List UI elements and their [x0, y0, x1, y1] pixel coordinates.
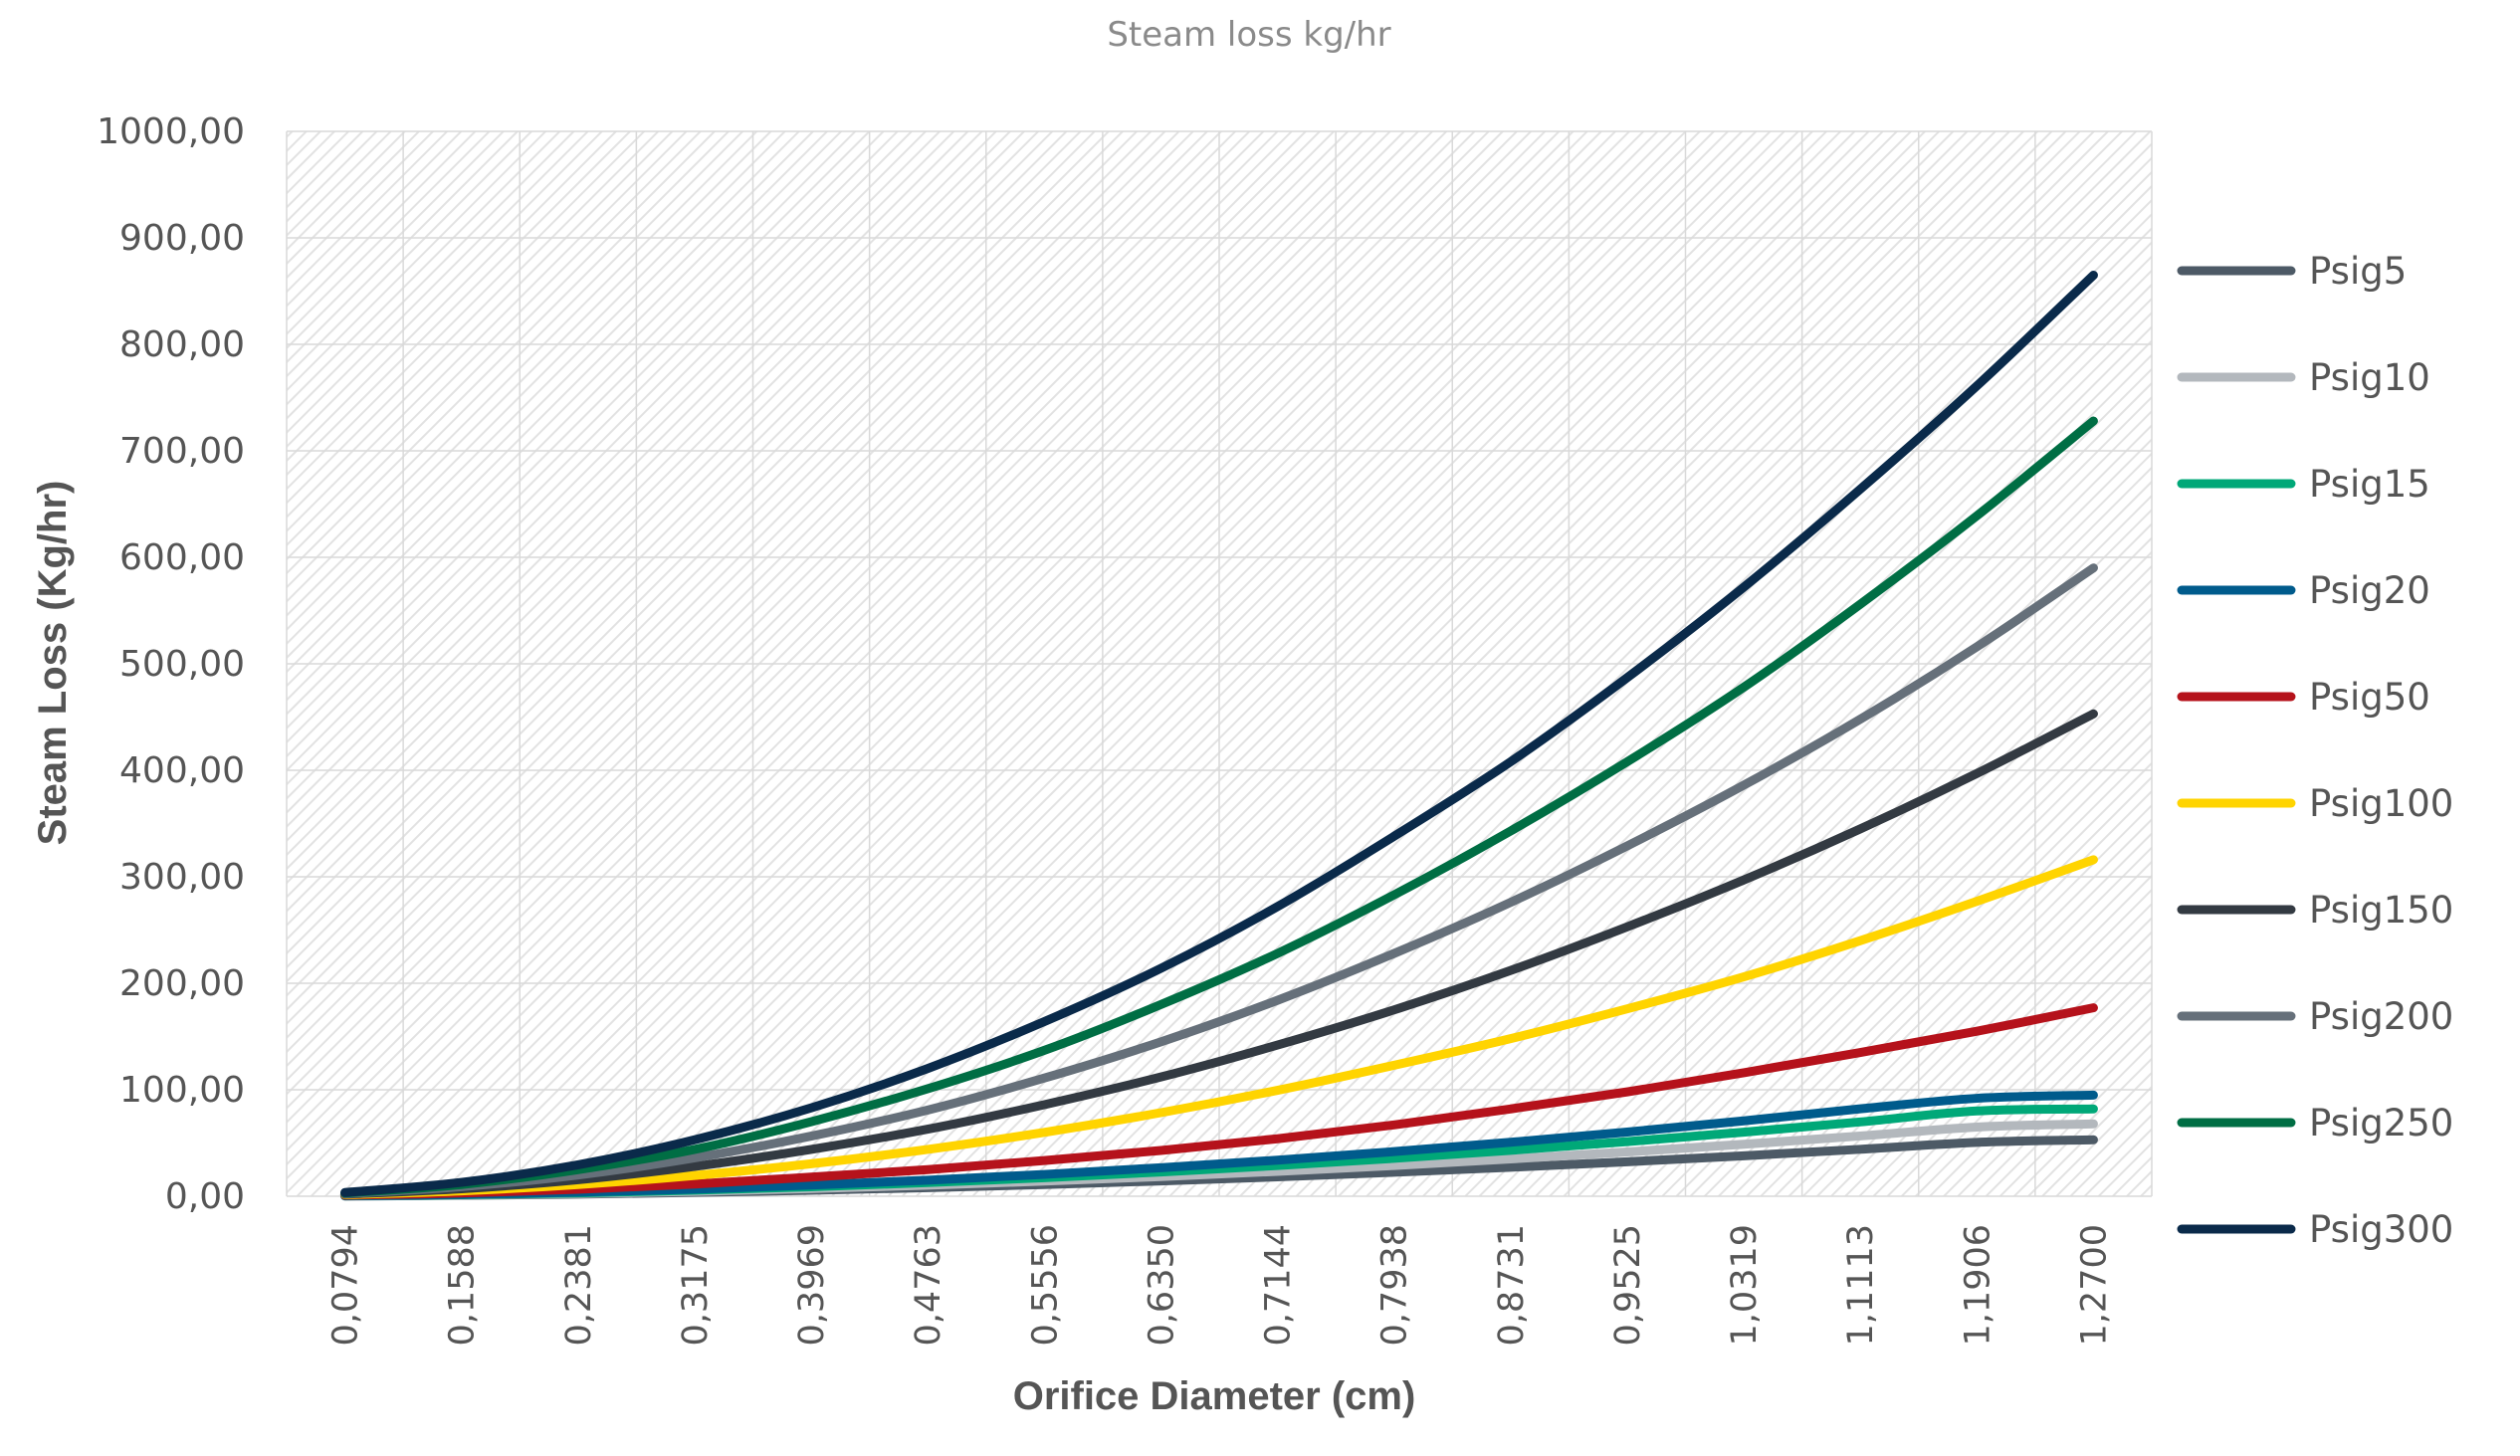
x-tick-label: 0,8731: [1492, 1224, 1532, 1346]
y-tick-label: 500,00: [119, 644, 245, 685]
y-tick-label: 200,00: [119, 963, 245, 1004]
legend-item-psig5: Psig5: [2177, 250, 2407, 293]
legend-label: Psig300: [2309, 1208, 2453, 1251]
legend-item-psig200: Psig200: [2177, 995, 2453, 1038]
x-tick-label: 0,1588: [443, 1224, 483, 1346]
y-tick-label: 400,00: [119, 750, 245, 791]
x-tick-label: 1,1113: [1841, 1224, 1881, 1346]
legend-label: Psig20: [2309, 569, 2430, 612]
legend: Psig5 Psig10 Psig15 Psig20 Psig50 Psig100 Psig…: [2177, 250, 2453, 1251]
y-axis-ticks: 0,00 100,00 200,00 300,00 400,00 500,00 600,00…: [97, 111, 245, 1217]
x-tick-label: 0,2381: [559, 1224, 599, 1346]
legend-item-psig150: Psig150: [2177, 889, 2453, 932]
series-line-psig300: [340, 270, 2098, 1197]
y-tick-label: 100,00: [119, 1070, 245, 1111]
legend-label: Psig200: [2309, 995, 2453, 1038]
y-tick-label: 1000,00: [97, 111, 245, 152]
series-line-psig250: [340, 416, 2098, 1198]
series-line-psig150: [340, 709, 2098, 1199]
legend-item-psig50: Psig50: [2177, 676, 2430, 719]
y-tick-label: 300,00: [119, 857, 245, 898]
legend-item-psig300: Psig300: [2177, 1208, 2453, 1251]
legend-label: Psig15: [2309, 463, 2430, 506]
legend-item-psig250: Psig250: [2177, 1102, 2453, 1144]
x-tick-label: 1,2700: [2074, 1224, 2114, 1346]
x-tick-label: 0,7144: [1259, 1224, 1299, 1346]
x-tick-label: 0,3175: [676, 1224, 716, 1346]
x-tick-label: 0,4763: [909, 1224, 948, 1346]
y-tick-label: 900,00: [119, 218, 245, 259]
x-tick-label: 0,9525: [1608, 1224, 1648, 1346]
legend-label: Psig250: [2309, 1102, 2453, 1144]
legend-label: Psig10: [2309, 356, 2430, 399]
series-lines: [340, 270, 2098, 1201]
y-tick-label: 600,00: [119, 537, 245, 578]
x-tick-label: 0,0794: [326, 1224, 366, 1346]
series-line-psig50: [340, 1003, 2098, 1200]
legend-label: Psig5: [2309, 250, 2407, 293]
x-tick-label: 1,1906: [1958, 1224, 1997, 1346]
y-tick-label: 0,00: [165, 1176, 245, 1217]
y-tick-label: 800,00: [119, 324, 245, 365]
x-tick-label: 0,5556: [1025, 1224, 1065, 1346]
x-axis-label: Orifice Diameter (cm): [1013, 1374, 1416, 1418]
legend-item-psig15: Psig15: [2177, 463, 2430, 506]
series-line-psig100: [340, 855, 2098, 1199]
chart-title: Steam loss kg/hr: [1107, 15, 1390, 55]
legend-label: Psig50: [2309, 676, 2430, 719]
legend-item-psig10: Psig10: [2177, 356, 2430, 399]
x-tick-label: 0,7938: [1375, 1224, 1415, 1346]
y-axis-label: Steam Loss (Kg/hr): [31, 481, 75, 846]
x-axis-ticks: 0,0794 0,1588 0,2381 0,3175 0,3969 0,4763 0,55…: [326, 1224, 2115, 1346]
x-tick-label: 0,6350: [1142, 1224, 1181, 1346]
legend-item-psig100: Psig100: [2177, 782, 2453, 825]
legend-item-psig20: Psig20: [2177, 569, 2430, 612]
y-tick-label: 700,00: [119, 431, 245, 472]
x-tick-label: 0,3969: [792, 1224, 832, 1346]
x-tick-label: 1,0319: [1725, 1224, 1765, 1346]
legend-label: Psig100: [2309, 782, 2453, 825]
legend-label: Psig150: [2309, 889, 2453, 932]
series-line-psig200: [340, 563, 2098, 1198]
